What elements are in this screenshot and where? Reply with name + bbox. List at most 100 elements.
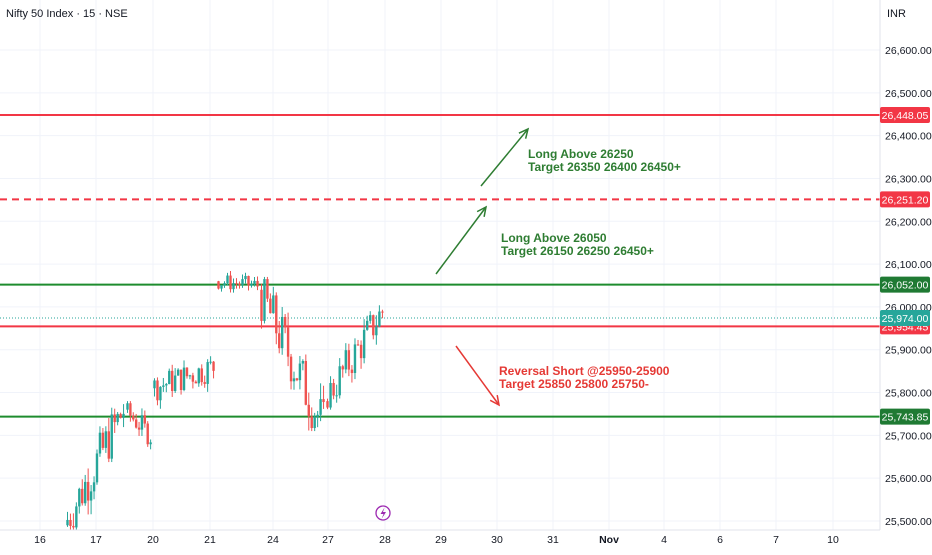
y-tick-label: 26,600.00 xyxy=(885,45,932,57)
candle-body xyxy=(378,311,381,327)
candle-body xyxy=(140,415,144,430)
candle-body xyxy=(194,381,198,384)
candle-body xyxy=(375,326,378,336)
x-tick-label: 24 xyxy=(267,534,279,546)
candle-body xyxy=(250,283,253,286)
candle-body xyxy=(329,383,332,408)
candle-body xyxy=(78,488,81,507)
x-tick-label: 4 xyxy=(661,534,667,546)
x-tick-label: 16 xyxy=(34,534,46,546)
candle-body xyxy=(168,370,171,385)
candle-body xyxy=(253,280,256,284)
candle-body xyxy=(129,403,132,416)
x-tick-label: 29 xyxy=(435,534,447,546)
candle-body xyxy=(132,415,135,420)
candle-body xyxy=(322,399,325,403)
candle-body xyxy=(278,333,281,349)
candle-body xyxy=(84,481,87,504)
candle-body xyxy=(134,419,138,428)
candle-body xyxy=(81,488,84,504)
x-tick-label: 17 xyxy=(90,534,102,546)
candle-body xyxy=(86,481,90,501)
grid xyxy=(0,0,880,530)
y-tick-label: 26,400.00 xyxy=(885,131,932,143)
candle-body xyxy=(307,404,310,417)
annotation-arrow xyxy=(435,206,487,275)
candle-body xyxy=(301,360,305,364)
x-tick-label: 7 xyxy=(773,534,779,546)
x-tick-label: 21 xyxy=(204,534,216,546)
x-tick-label: 20 xyxy=(147,534,159,546)
chart-title: Nifty 50 Index · 15 · NSE xyxy=(6,8,128,20)
candle-body xyxy=(326,401,329,408)
annotation-arrows xyxy=(435,127,530,407)
candle-body xyxy=(113,414,116,423)
candle-body xyxy=(241,279,244,286)
candle-body xyxy=(347,350,351,370)
candle-body xyxy=(206,362,209,384)
candle-body xyxy=(256,280,259,287)
candle-body xyxy=(159,386,162,401)
candle-body xyxy=(335,395,338,397)
arrow-head xyxy=(476,205,488,217)
x-tick-label: 28 xyxy=(379,534,391,546)
level-badge xyxy=(880,276,930,293)
candle-body xyxy=(365,320,369,330)
level-lines xyxy=(0,114,880,418)
candle-body xyxy=(353,344,357,374)
time-axis[interactable]: 16 17 20 21 24 27 28 29 30 31 Nov 4 6 7 10 xyxy=(34,534,839,546)
candle-body xyxy=(332,383,335,396)
price-badges: 26,448.0526,251.2026,052.0025,954.4525,7… xyxy=(880,107,930,425)
candle-body xyxy=(232,283,235,290)
candle-body xyxy=(116,413,119,423)
candle-body xyxy=(72,525,75,528)
candle-body xyxy=(266,279,269,299)
candle-body xyxy=(200,368,203,383)
annotation-text: Long Above 26250 xyxy=(528,147,634,161)
candle-body xyxy=(235,283,238,285)
level-badge-label: 25,743.85 xyxy=(882,412,929,424)
candle-body xyxy=(280,316,284,349)
x-tick-label: 31 xyxy=(547,534,559,546)
lightning-icon[interactable] xyxy=(375,505,391,521)
level-badge-label: 26,052.00 xyxy=(882,280,929,292)
candle-body xyxy=(372,315,375,336)
candle-body xyxy=(95,453,99,483)
candle-body xyxy=(146,423,149,445)
candle-body xyxy=(212,361,215,371)
candle-body xyxy=(185,367,189,377)
candle-body xyxy=(341,366,344,370)
candle-body xyxy=(310,416,313,429)
last-price-label: 25,974.00 xyxy=(882,313,929,325)
candle-body xyxy=(350,369,354,374)
candle-body xyxy=(286,327,290,357)
candle-body xyxy=(171,370,174,391)
candle-body xyxy=(338,366,341,396)
candle-body xyxy=(247,275,250,286)
candle-body xyxy=(107,431,110,459)
candle-body xyxy=(92,482,96,492)
candle-body xyxy=(137,427,141,430)
candle-body xyxy=(119,413,122,418)
level-badge xyxy=(880,107,930,124)
y-tick-label: 25,700.00 xyxy=(885,430,932,442)
level-badge-label: 26,251.20 xyxy=(882,194,929,206)
x-tick-label: 10 xyxy=(827,534,839,546)
candle-body xyxy=(275,295,278,334)
candle-body xyxy=(369,315,372,321)
y-tick-label: 26,300.00 xyxy=(885,173,932,185)
y-tick-label: 26,200.00 xyxy=(885,216,932,228)
candle-body xyxy=(362,329,366,359)
candle-body xyxy=(381,311,384,313)
x-tick-label: 6 xyxy=(717,534,723,546)
annotation-text: Target 26150 26250 26450+ xyxy=(501,244,654,258)
candle-body xyxy=(217,281,220,289)
candle-body xyxy=(304,360,308,405)
candle-body xyxy=(295,378,299,381)
candle-body xyxy=(191,375,195,382)
candle-body xyxy=(173,375,177,391)
candle-body xyxy=(188,375,192,377)
candle-body xyxy=(289,356,293,382)
